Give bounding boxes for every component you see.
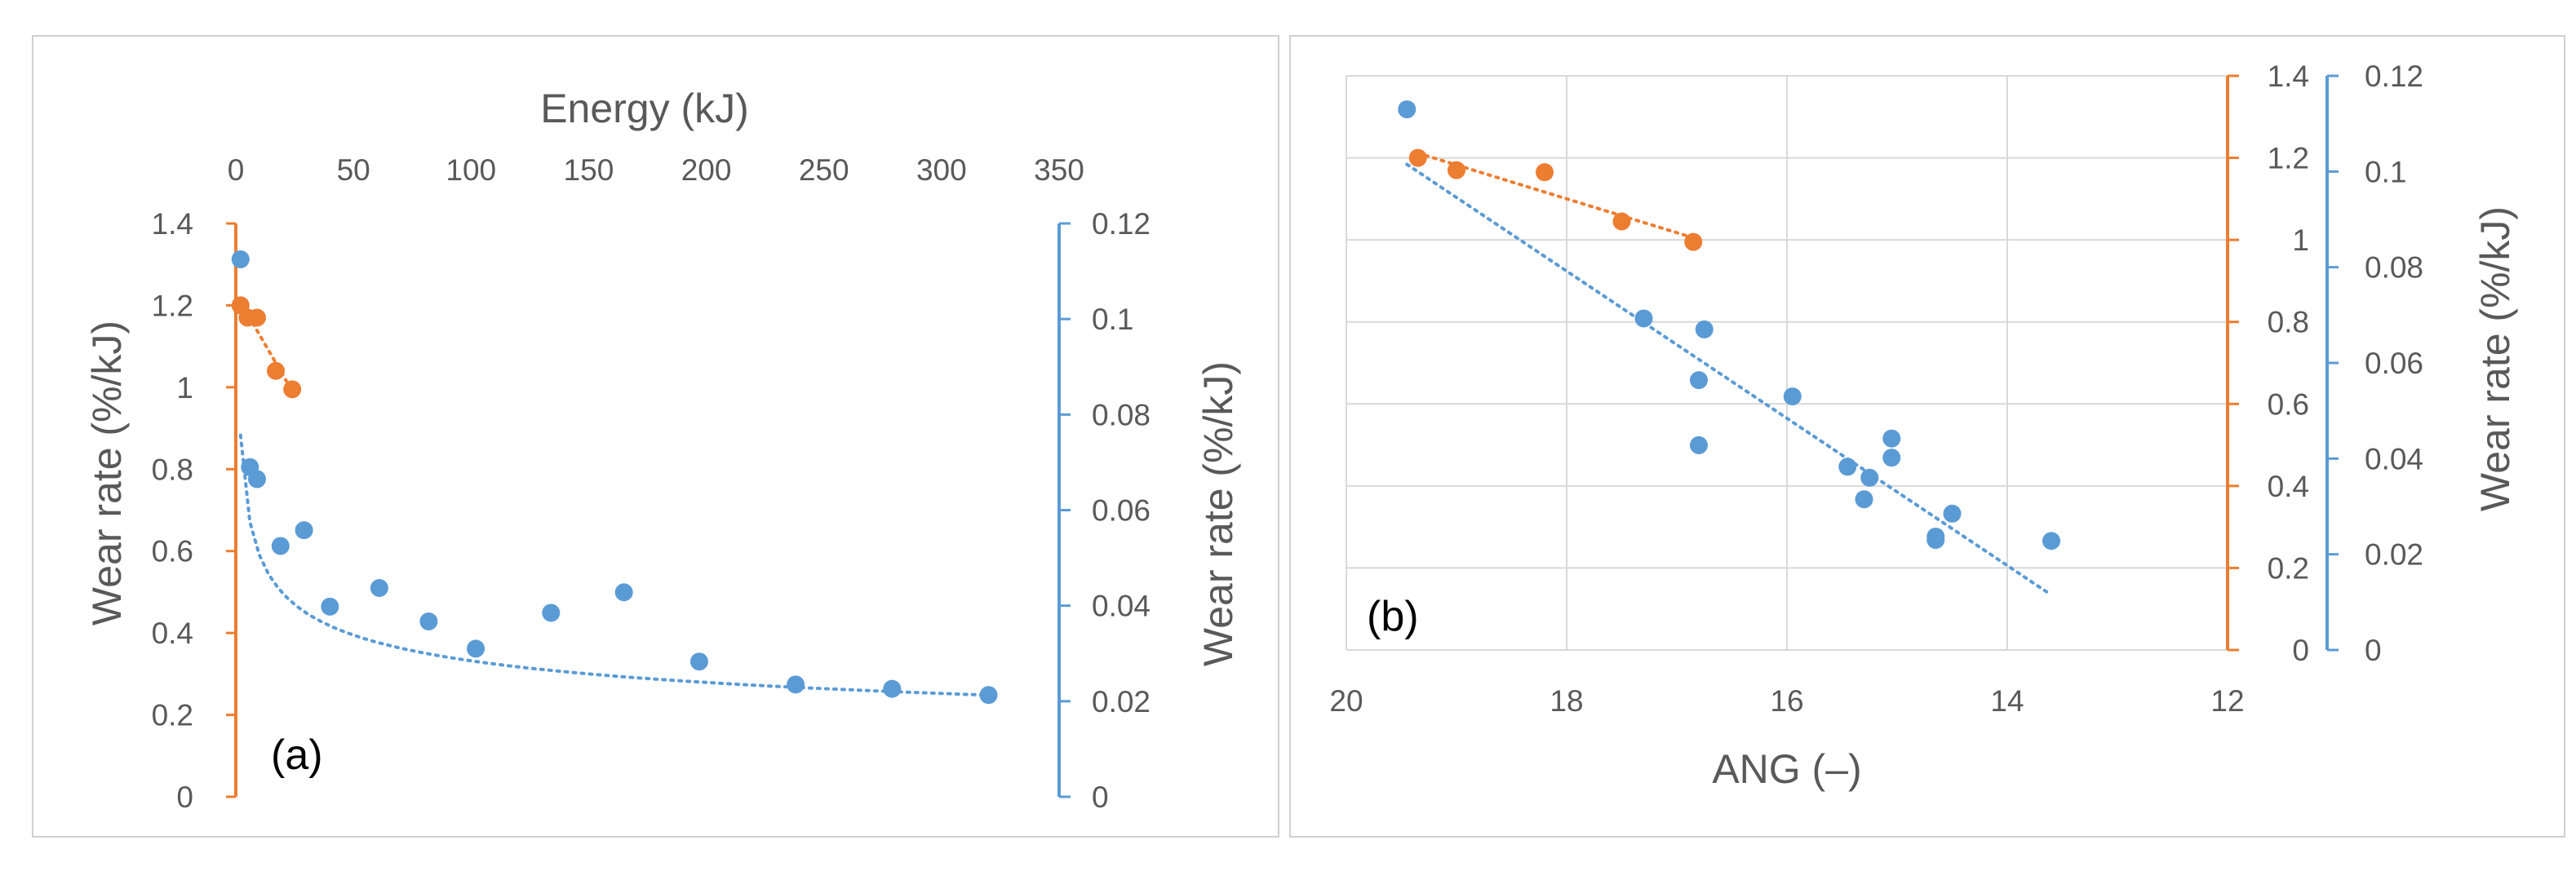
panel-a-right-tick-label: 0.06 [1092, 494, 1151, 528]
panel-a-right-tick-label: 0 [1092, 780, 1109, 814]
panel-a-left-y-axis-title: Wear rate (%/kJ) [84, 321, 130, 626]
panel-a-orange-point [283, 380, 302, 399]
panel-b-x-tick-label: 16 [1770, 684, 1803, 718]
panel-a-left-tick-label: 0.4 [152, 617, 193, 650]
panel-b-orange-tick-label: 1.4 [2268, 60, 2309, 93]
panel-a-right-tick-label: 0.04 [1092, 590, 1151, 623]
panel-b-orange-tick-label: 0.6 [2268, 387, 2309, 421]
panel-b-x-tick-label: 12 [2210, 684, 2244, 718]
panel-a-blue-point [542, 604, 561, 622]
panel-b-data-points [1398, 100, 2060, 550]
panel-a-blue-point [231, 250, 250, 268]
panel-a-blue-point [247, 470, 266, 489]
panel-b-orange-tick-label: 1.2 [2268, 142, 2309, 175]
panel-a-x-tick-label: 300 [916, 153, 967, 187]
panel-b-x-tick-label: 18 [1550, 684, 1583, 718]
panel-a-tick-labels: 0 50 100 150 200 250 300 350 0 0.2 0.4 0.6 0.8 1 1.2 1.… [152, 153, 1151, 814]
panel-b-blue-point [1943, 504, 1962, 523]
panel-b-orange-tick-label: 0 [2292, 634, 2309, 667]
panel-a-orange-point [267, 361, 286, 380]
panel-b-blue-point [1634, 309, 1653, 328]
panel-a: 0 50 100 150 200 250 300 350 0 0.2 0.4 0.6 0.8 1 1.2 1.… [32, 35, 1279, 838]
panel-b-orange-tick-label: 1 [2292, 223, 2309, 257]
panel-b-orange-tick-label: 0.4 [2268, 470, 2309, 503]
panel-b-blue-point [2042, 532, 2060, 550]
panel-a-left-tick-label: 0.8 [152, 453, 193, 486]
panel-b-blue-point [1860, 468, 1879, 487]
panel-a-blue-point [883, 679, 902, 698]
panel-b-x-axis-title: ANG (–) [1712, 746, 1861, 792]
panel-a-right-tick-label: 0.02 [1092, 685, 1151, 718]
panel-b-label: (b) [1367, 593, 1419, 640]
panel-a-blue-point [787, 675, 805, 694]
panel-a-blue-point [370, 578, 388, 597]
panel-a-blue-point [979, 686, 998, 705]
panel-a-x-tick-label: 0 [228, 153, 245, 187]
panel-a-left-tick-label: 0 [176, 780, 193, 814]
panel-b-tick-labels: 20 18 16 14 12 0 0.2 0.4 0.6 0.8 1 1.2 1.4 0 0.02 0.04 0… [1329, 60, 2423, 718]
panel-b-orange-point [1408, 148, 1427, 167]
panel-a-x-tick-label: 150 [564, 153, 614, 187]
panel-a-x-tick-label: 250 [799, 153, 849, 187]
panel-a-right-tick-label: 0.1 [1092, 303, 1133, 336]
panel-a-right-tick-label: 0.12 [1092, 207, 1151, 241]
panel-b-blue-tick-label: 0 [2365, 634, 2382, 667]
panel-b-blue-point [1882, 429, 1901, 448]
panel-b-blue-point [1398, 100, 1417, 119]
panel-b-right-y-axis-title: Wear rate (%/kJ) [2472, 206, 2518, 511]
panel-a-blue-point [321, 597, 339, 616]
panel-b-orange-tick-label: 0.8 [2268, 306, 2309, 339]
panel-b: 20 18 16 14 12 0 0.2 0.4 0.6 0.8 1 1.2 1.4 0 0.02 0.04 0… [1289, 35, 2565, 838]
panel-a-right-tick-label: 0.08 [1092, 398, 1151, 431]
panel-a-x-tick-label: 200 [681, 153, 732, 187]
panel-b-orange-point [1684, 232, 1703, 251]
panel-b-blue-trendline [1405, 162, 2053, 597]
panel-a-left-tick-label: 1 [176, 371, 193, 405]
panel-b-gridlines [1346, 75, 2228, 651]
panel-a-blue-point [419, 612, 438, 630]
panel-b-blue-tick-label: 0.04 [2365, 442, 2423, 475]
panel-a-blue-trendline [238, 433, 991, 697]
panel-a-x-tick-label: 50 [337, 153, 370, 187]
panel-a-x-tick-label: 100 [446, 153, 496, 187]
panel-a-right-y-axis-title: Wear rate (%/kJ) [1195, 361, 1241, 666]
panel-a-blue-point [689, 652, 708, 671]
panel-a-blue-point [295, 521, 313, 540]
panel-a-x-axis-title: Energy (kJ) [540, 86, 749, 131]
panel-b-x-tick-label: 20 [1329, 684, 1363, 718]
panel-b-blue-tick-label: 0.12 [2365, 60, 2423, 93]
panel-b-blue-point [1838, 458, 1857, 476]
panel-b-blue-point [1926, 531, 1945, 550]
panel-a-left-tick-label: 1.2 [152, 289, 193, 322]
panel-b-blue-point [1783, 387, 1802, 406]
panel-a-left-tick-label: 0.2 [152, 699, 193, 732]
panel-b-blue-point [1882, 449, 1901, 467]
panel-a-left-tick-label: 1.4 [152, 207, 193, 241]
panel-a-x-tick-label: 350 [1034, 153, 1084, 187]
panel-b-blue-point [1690, 371, 1708, 390]
panel-a-label: (a) [271, 732, 323, 779]
panel-b-blue-tick-label: 0.06 [2365, 347, 2423, 380]
panel-b-x-tick-label: 14 [1990, 684, 2024, 718]
panel-a-orange-point [247, 308, 266, 327]
panel-b-blue-point [1695, 320, 1714, 338]
panel-b-blue-point [1690, 436, 1708, 454]
panel-a-data-points [231, 250, 998, 705]
panel-b-orange-point [1448, 161, 1465, 179]
panel-b-orange-point [1612, 212, 1631, 231]
panel-b-blue-point [1855, 490, 1873, 509]
panel-a-axis-lines [226, 222, 1071, 798]
panel-a-blue-point [467, 639, 485, 658]
panel-a-blue-point [614, 583, 633, 602]
panel-b-orange-tick-label: 0.2 [2268, 551, 2309, 585]
panel-a-blue-point [271, 537, 290, 555]
panel-b-blue-tick-label: 0.08 [2365, 251, 2423, 285]
panel-b-frame [1289, 35, 2565, 838]
panel-b-blue-tick-label: 0.02 [2365, 538, 2423, 572]
panel-b-axis-lines [2226, 74, 2339, 652]
panel-b-orange-point [1536, 163, 1554, 182]
panel-a-left-tick-label: 0.6 [152, 535, 193, 568]
panel-b-blue-tick-label: 0.1 [2365, 155, 2406, 188]
